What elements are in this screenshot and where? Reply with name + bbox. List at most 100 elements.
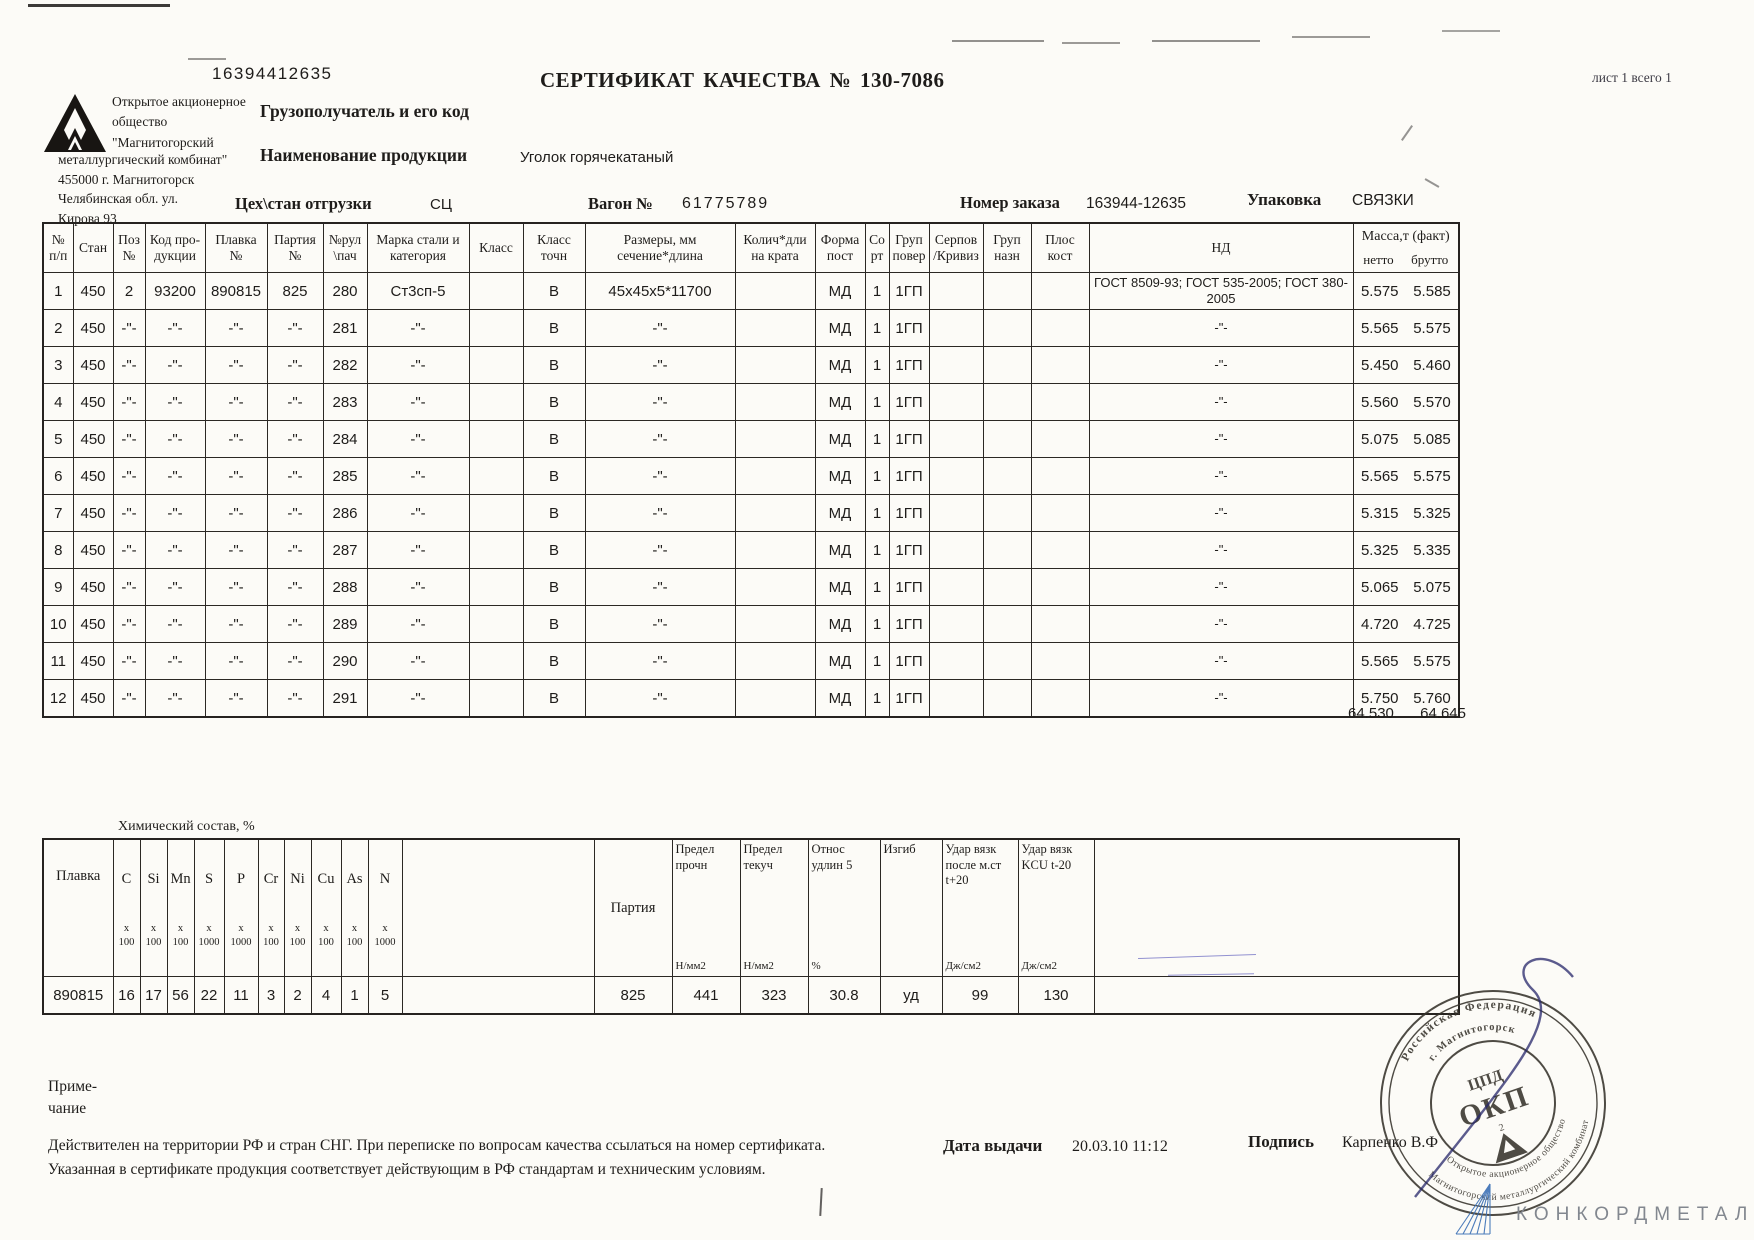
cell: -"- xyxy=(266,383,324,421)
cell: 450 xyxy=(72,383,114,421)
cell xyxy=(982,457,1032,495)
cell: 285 xyxy=(322,457,368,495)
cell: 450 xyxy=(72,420,114,458)
mech-unit: Дж/см2 xyxy=(1021,960,1058,972)
column-header: Плавка № xyxy=(204,222,268,273)
cell: МД xyxy=(814,642,866,680)
scan-artifact xyxy=(188,58,226,60)
shipping-shop-value: СЦ xyxy=(430,196,452,213)
note-label: Приме- чание xyxy=(48,1078,98,1118)
cell: 450 xyxy=(72,494,114,532)
cell: -"- xyxy=(144,679,206,718)
cell: В xyxy=(522,494,586,532)
product-row: 12 450 -"- -"- -"- -"- 291 -"- В -"- МД 1 1ГП -"- 5.75… xyxy=(42,679,1460,718)
cell xyxy=(982,309,1032,347)
column-header: Класс xyxy=(468,222,524,273)
cell: -"- xyxy=(204,642,268,680)
cell: -"- xyxy=(584,642,736,680)
cell: 3 xyxy=(42,346,74,384)
column-header: Код про- дукции xyxy=(144,222,206,273)
cell: -"- xyxy=(366,420,470,458)
total-netto: 64.530 xyxy=(1348,705,1394,722)
table-header-row: № п/п Стан Поз № Код про- дукции Плавка № Пар… xyxy=(42,222,1460,273)
mech-unit: % xyxy=(811,960,821,972)
cell xyxy=(982,568,1032,606)
scan-artifact xyxy=(819,1187,823,1217)
shipping-shop-label: Цех\стан отгрузки xyxy=(235,194,372,213)
cell: 1ГП xyxy=(888,457,930,495)
cell: 11 xyxy=(42,642,74,680)
chem-header-element: Ni х 100 xyxy=(283,838,312,977)
consignee-label: Грузополучатель и его код xyxy=(260,101,469,121)
cell: -"- xyxy=(366,605,470,643)
column-header: Со рт xyxy=(864,222,890,273)
cell xyxy=(982,679,1032,718)
cell: 1 xyxy=(864,420,890,458)
stamp-okp: ОКП xyxy=(1455,1080,1534,1134)
cell: 5.575 xyxy=(1406,642,1460,680)
cell: -"- xyxy=(366,457,470,495)
cell: В xyxy=(522,605,586,643)
cell: -"- xyxy=(584,494,736,532)
product-row: 2 450 -"- -"- -"- -"- 281 -"- В -"- МД 1 1ГП -"- 5.565… xyxy=(42,309,1460,347)
chem-header-mech: Предел прочн Н/мм2 xyxy=(671,838,741,977)
cell xyxy=(1030,679,1090,718)
product-row: 4 450 -"- -"- -"- -"- 283 -"- В -"- МД 1 1ГП -"- 5.560… xyxy=(42,383,1460,421)
cell: В xyxy=(522,531,586,569)
column-header: Плос кост xyxy=(1030,222,1090,273)
cell: -"- xyxy=(584,568,736,606)
cell: 5.575 xyxy=(1406,457,1460,495)
cell: -"- xyxy=(112,642,146,680)
column-header: НД xyxy=(1088,222,1354,273)
cell: 10 xyxy=(42,605,74,643)
column-header: №рул \пач xyxy=(322,222,368,273)
cell: 45х45х5*11700 xyxy=(584,272,736,310)
cell xyxy=(982,605,1032,643)
products-table: № п/п Стан Поз № Код про- дукции Плавка № Пар… xyxy=(42,222,1460,718)
cell: -"- xyxy=(266,494,324,532)
cell xyxy=(468,457,524,495)
cell: 1 xyxy=(864,346,890,384)
cell: 450 xyxy=(72,568,114,606)
cell xyxy=(468,568,524,606)
cell: -"- xyxy=(144,383,206,421)
product-row: 5 450 -"- -"- -"- -"- 284 -"- В -"- МД 1 1ГП -"- 5.075… xyxy=(42,420,1460,458)
chem-header-element: Cr х 100 xyxy=(257,838,285,977)
chem-element-value: 17 xyxy=(139,976,168,1015)
cell xyxy=(1030,457,1090,495)
mass-sub: нетто брутто xyxy=(1355,252,1458,268)
mech-label: Относ удлин 5 xyxy=(811,842,853,872)
cell xyxy=(468,420,524,458)
cell: -"- xyxy=(144,420,206,458)
scan-artifact xyxy=(1152,40,1260,42)
cell: -"- xyxy=(144,494,206,532)
cell: МД xyxy=(814,457,866,495)
cell xyxy=(1030,272,1090,310)
signature-name: Карпенко В.Ф xyxy=(1342,1134,1439,1151)
cell: 5 xyxy=(42,420,74,458)
product-row: 11 450 -"- -"- -"- -"- 290 -"- В -"- МД 1 1ГП -"- 5.56… xyxy=(42,642,1460,680)
cell xyxy=(928,642,984,680)
chem-header-plavka: Плавка xyxy=(42,838,114,977)
mech-unit: Н/мм2 xyxy=(743,960,774,972)
cell: 282 xyxy=(322,346,368,384)
column-header: Колич*дли на крата xyxy=(734,222,816,273)
cell: -"- xyxy=(584,346,736,384)
chem-element-value: 16 xyxy=(112,976,141,1015)
chem-mech-value: 30.8 xyxy=(807,976,881,1015)
element-multiplier: х 1000 xyxy=(230,923,252,948)
cell: 4.720 xyxy=(1352,605,1406,643)
product-row: 1 450 2 93200 890815 825 280 Ст3сп-5 В 45х45х5*11… xyxy=(42,272,1460,310)
cell xyxy=(982,346,1032,384)
cell xyxy=(734,642,816,680)
cell: 450 xyxy=(72,679,114,718)
column-header: Груп назн xyxy=(982,222,1032,273)
cell: -"- xyxy=(1088,383,1354,421)
chem-mech-value: 99 xyxy=(941,976,1019,1015)
cell xyxy=(928,383,984,421)
cell: 288 xyxy=(322,568,368,606)
element-multiplier: х 100 xyxy=(346,923,363,948)
total-brutto: 64.645 xyxy=(1420,705,1466,722)
